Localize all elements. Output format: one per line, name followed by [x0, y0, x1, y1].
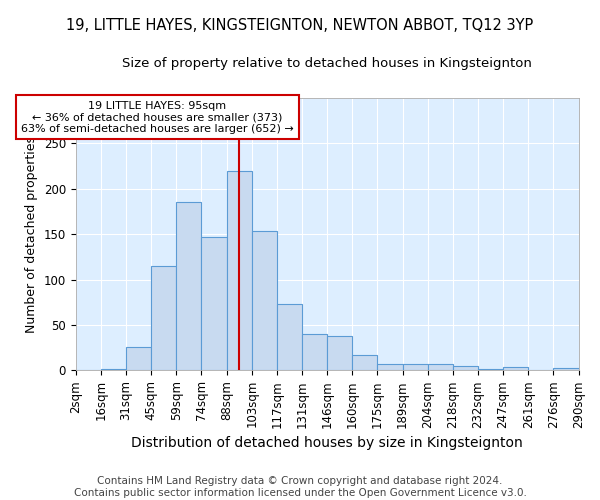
- Bar: [403, 364, 428, 370]
- Bar: [377, 364, 403, 370]
- X-axis label: Distribution of detached houses by size in Kingsteignton: Distribution of detached houses by size …: [131, 436, 523, 450]
- Text: 19, LITTLE HAYES, KINGSTEIGNTON, NEWTON ABBOT, TQ12 3YP: 19, LITTLE HAYES, KINGSTEIGNTON, NEWTON …: [67, 18, 533, 32]
- Bar: [302, 334, 327, 370]
- Y-axis label: Number of detached properties: Number of detached properties: [25, 136, 38, 332]
- Title: Size of property relative to detached houses in Kingsteignton: Size of property relative to detached ho…: [122, 58, 532, 70]
- Bar: [151, 266, 176, 370]
- Bar: [478, 368, 503, 370]
- Bar: [352, 355, 377, 370]
- Text: 19 LITTLE HAYES: 95sqm
← 36% of detached houses are smaller (373)
63% of semi-de: 19 LITTLE HAYES: 95sqm ← 36% of detached…: [21, 100, 294, 134]
- Bar: [252, 232, 277, 370]
- Bar: [202, 237, 227, 370]
- Bar: [503, 366, 528, 370]
- Bar: [327, 336, 352, 370]
- Bar: [126, 346, 151, 370]
- Bar: [277, 304, 302, 370]
- Bar: [176, 202, 202, 370]
- Bar: [453, 366, 478, 370]
- Bar: [553, 368, 578, 370]
- Text: Contains HM Land Registry data © Crown copyright and database right 2024.
Contai: Contains HM Land Registry data © Crown c…: [74, 476, 526, 498]
- Bar: [428, 364, 453, 370]
- Bar: [227, 170, 252, 370]
